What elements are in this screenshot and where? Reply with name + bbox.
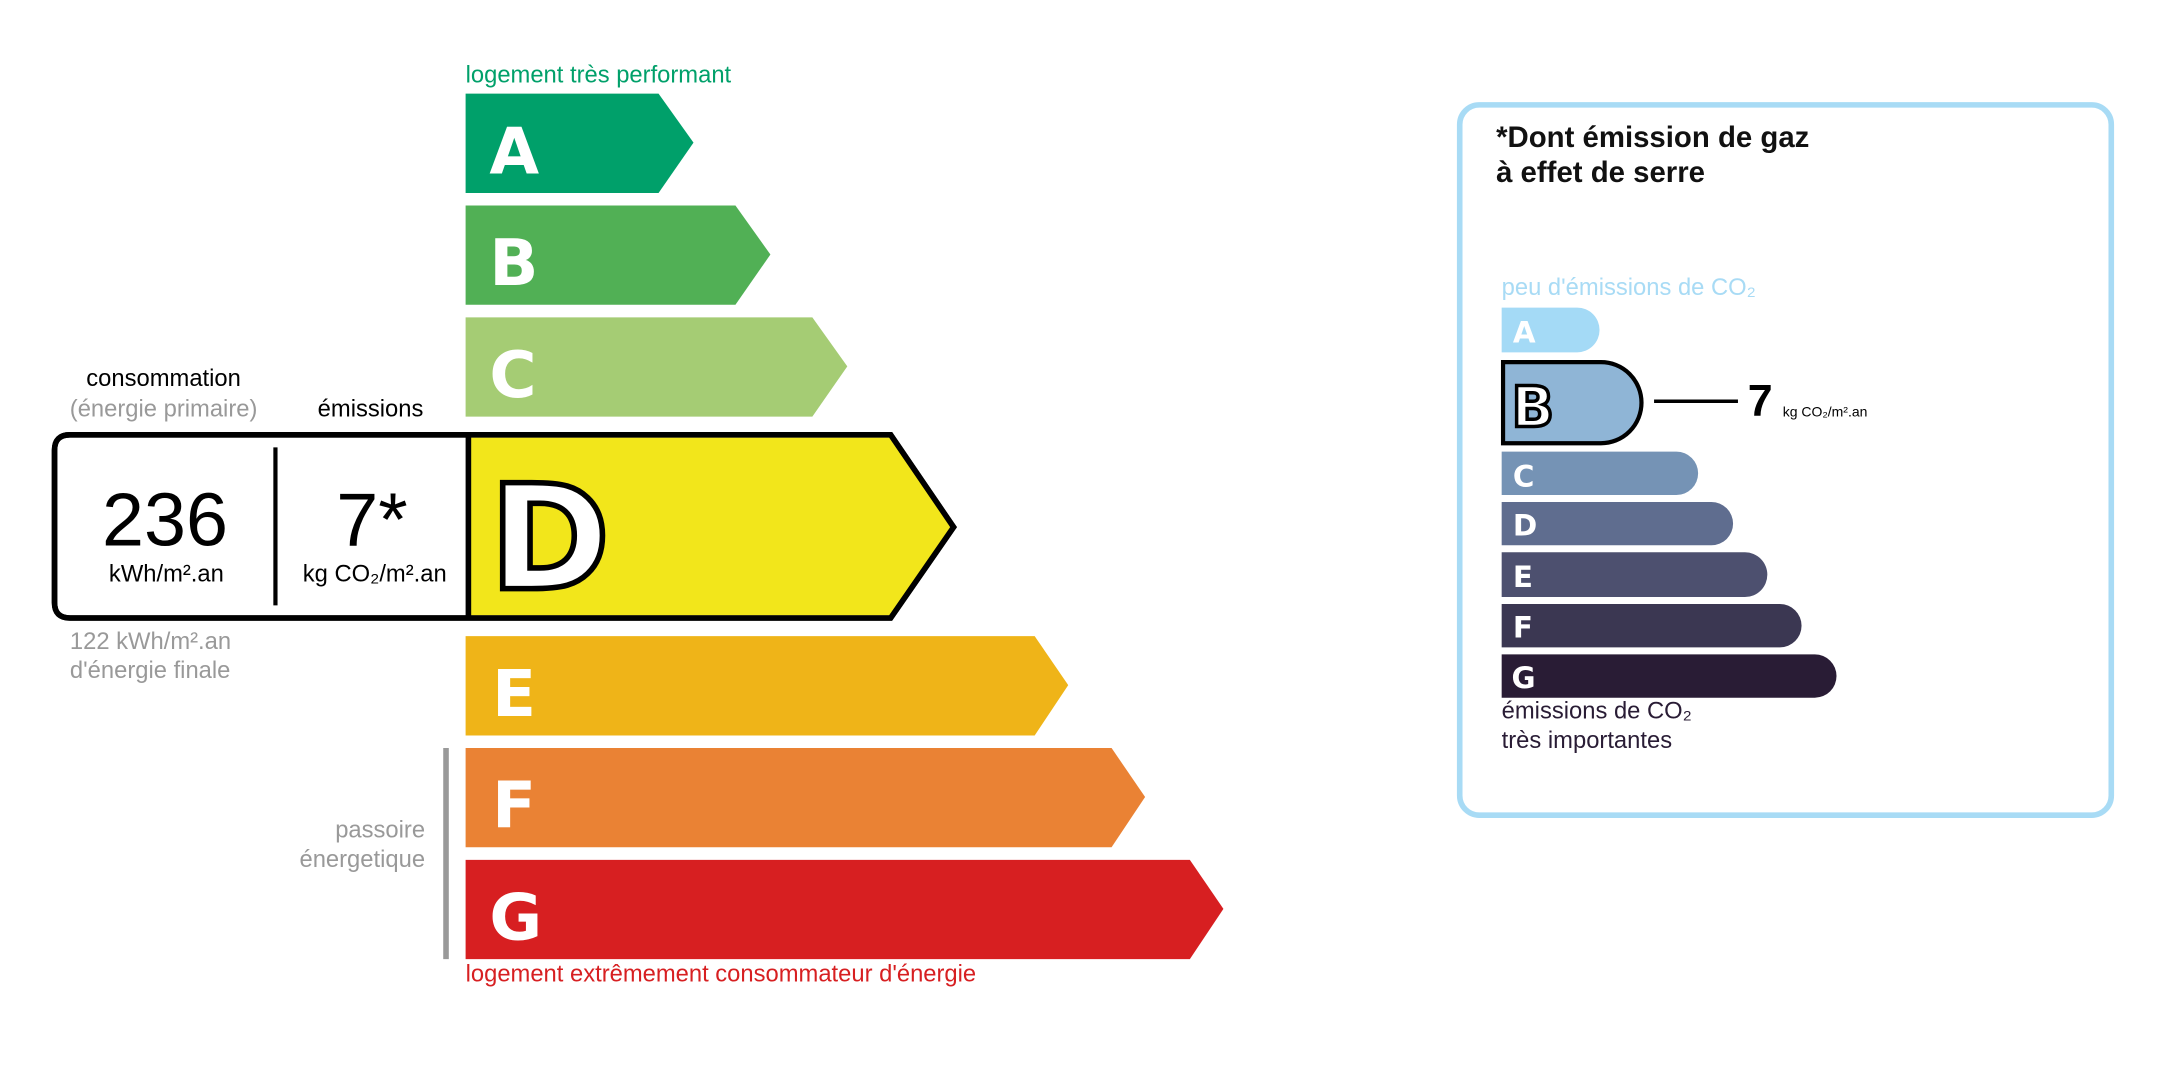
final-energy-value: 122 kWh/m².an [69,627,232,655]
current-class-box-outline [51,432,957,621]
ges-bar-c [1501,451,1699,495]
ges-unit: kg CO₂/m².an [1782,405,1868,421]
class-letter-d: D [489,455,610,624]
ges-letter-c: C [1513,460,1535,494]
ges-title-1: *Dont émission de gaz [1496,121,1810,154]
ges-panel [1456,102,2115,818]
passoire-label-2: énergetique [299,845,426,873]
ges-bar-d [1501,501,1734,546]
consumption-label: consommation [86,364,241,392]
bottom-label: logement extrêmement consommateur d'éner… [465,960,977,988]
ges-bar-g [1501,654,1837,698]
consumption-value: 236 [101,478,228,563]
ges-bottom-label-2: très importantes [1501,727,1673,754]
passoire-label-1: passoire [335,816,426,844]
class-letter-e: E [492,657,536,732]
ges-letter-e: E [1513,560,1533,594]
ges-top-label: peu d'émissions de CO₂ [1501,274,1756,301]
ges-letter-b: B [1511,375,1554,440]
class-letter-f: F [492,769,536,844]
ges-letter-a: A [1513,316,1536,350]
consumption-sub-label: (énergie primaire) [69,395,258,423]
class-letter-c: C [489,338,536,413]
class-bar-e [465,636,1069,736]
class-bar-g [465,859,1224,960]
class-bar-b [465,205,771,305]
ges-bar-e [1501,552,1768,598]
ges-letter-g: G [1511,661,1535,695]
class-bar-f [465,748,1146,848]
top-label: logement très performant [465,61,732,89]
ges-letter-d: D [1513,509,1537,543]
ges-bar-f [1501,604,1802,648]
emissions-label: émissions [317,395,424,423]
final-energy-label: d'énergie finale [69,657,231,684]
class-bar-d [469,437,951,616]
consumption-unit: kWh/m².an [108,560,224,588]
class-letter-a: A [489,114,539,189]
ges-bar-a [1501,307,1600,353]
ges-bar-b [1500,360,1644,446]
emissions-value: 7* [336,478,408,563]
class-bar-c [465,317,848,417]
ges-letter-f: F [1513,611,1533,645]
emissions-unit: kg CO₂/m².an [302,560,447,588]
class-letter-b: B [489,226,538,301]
class-bar-a [465,93,694,193]
ges-bottom-label-1: émissions de CO₂ [1501,697,1692,725]
ges-value: 7 [1747,374,1773,426]
ges-title-2: à effet de serre [1496,156,1705,189]
class-letter-g: G [489,881,542,956]
